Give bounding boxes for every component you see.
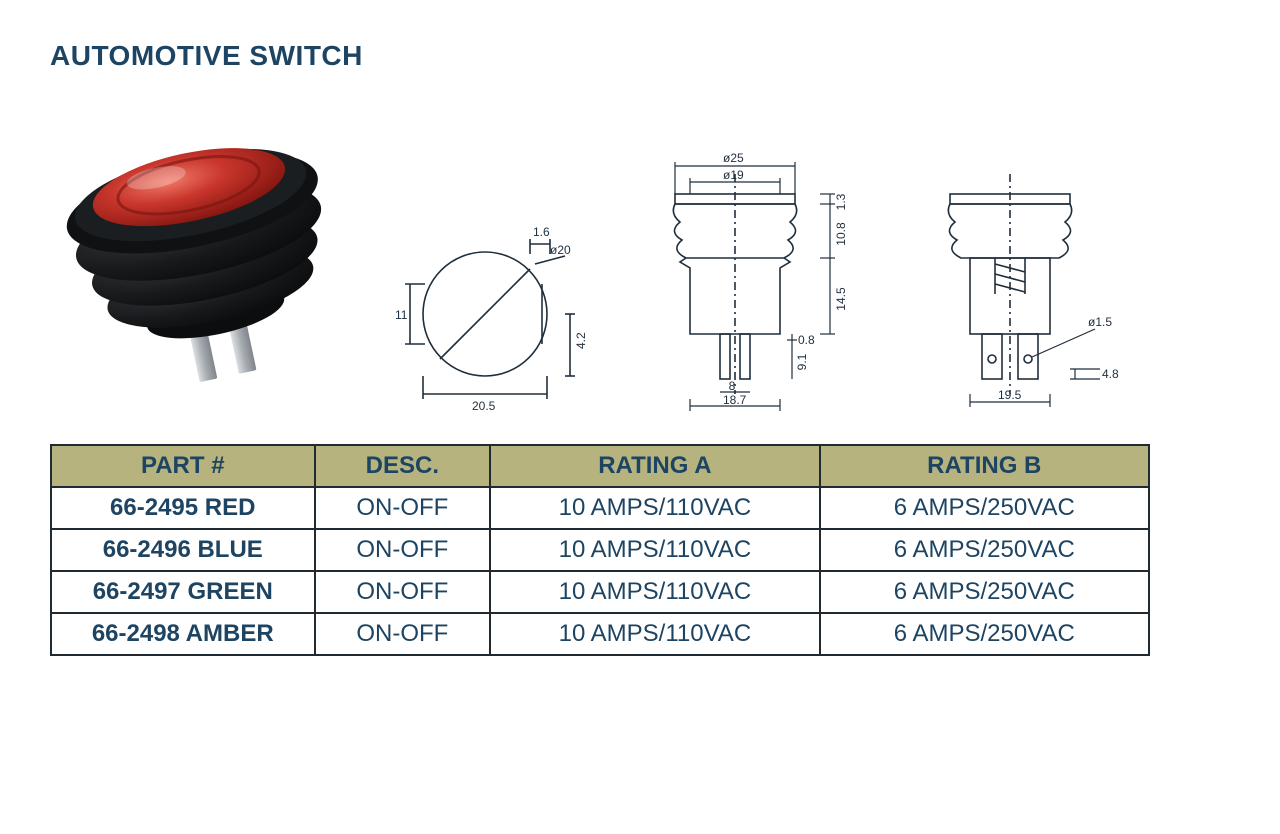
product-photo [50,84,350,394]
cell-rating-a: 10 AMPS/110VAC [490,487,819,529]
dim-body-h: 14.5 [834,287,848,311]
technical-drawings: 1.6 11 ø20 4.2 20.5 [390,84,1230,414]
drawing-side-view: ø1.5 4.8 19.5 [910,144,1130,414]
cell-rating-b: 6 AMPS/250VAC [820,487,1149,529]
cell-part: 66-2496 BLUE [51,529,315,571]
col-rating-a: RATING A [490,445,819,487]
top-row: 1.6 11 ø20 4.2 20.5 [50,84,1230,414]
cell-desc: ON-OFF [315,487,491,529]
spec-table: PART # DESC. RATING A RATING B 66-2495 R… [50,444,1150,656]
cell-part: 66-2498 AMBER [51,613,315,655]
dim-outer-d: 20.5 [472,399,496,413]
cell-rating-a: 10 AMPS/110VAC [490,613,819,655]
dim-term-step: 0.8 [798,333,815,347]
dim-chord-h: 11 [395,308,408,322]
cell-rating-a: 10 AMPS/110VAC [490,571,819,613]
col-rating-b: RATING B [820,445,1149,487]
dim-side-base-w: 19.5 [998,388,1022,402]
dim-term-w: 4.8 [1102,367,1119,381]
dim-term-space: 8 [729,379,736,393]
dim-inner-d: ø20 [550,243,571,257]
drawing-bottom-view: 1.6 11 ø20 4.2 20.5 [390,184,590,414]
table-row: 66-2497 GREEN ON-OFF 10 AMPS/110VAC 6 AM… [51,571,1149,613]
cell-rating-b: 6 AMPS/250VAC [820,529,1149,571]
col-desc: DESC. [315,445,491,487]
table-header-row: PART # DESC. RATING A RATING B [51,445,1149,487]
table-row: 66-2498 AMBER ON-OFF 10 AMPS/110VAC 6 AM… [51,613,1149,655]
dim-base-w: 18.7 [723,393,747,407]
col-part: PART # [51,445,315,487]
dim-bellows-h: 10.8 [834,222,848,246]
cell-desc: ON-OFF [315,529,491,571]
dim-chord-w: 1.6 [533,225,550,239]
cell-part: 66-2495 RED [51,487,315,529]
cell-rating-b: 6 AMPS/250VAC [820,613,1149,655]
cell-desc: ON-OFF [315,571,491,613]
table-row: 66-2496 BLUE ON-OFF 10 AMPS/110VAC 6 AMP… [51,529,1149,571]
dim-inner-cap-d: ø19 [723,168,744,182]
drawing-front-view: ø25 ø19 1.3 10.8 14.5 8 9.1 0.8 18.7 [620,144,880,414]
cell-rating-b: 6 AMPS/250VAC [820,571,1149,613]
table-row: 66-2495 RED ON-OFF 10 AMPS/110VAC 6 AMPS… [51,487,1149,529]
dim-term-h: 9.1 [795,353,809,370]
cell-part: 66-2497 GREEN [51,571,315,613]
page-title: AUTOMOTIVE SWITCH [50,40,1230,72]
dim-term-d: ø1.5 [1088,315,1112,329]
dim-offset-h: 4.2 [574,332,588,349]
cell-desc: ON-OFF [315,613,491,655]
dim-cap-h: 1.3 [834,193,848,210]
cell-rating-a: 10 AMPS/110VAC [490,529,819,571]
dim-cap-d: ø25 [723,151,744,165]
